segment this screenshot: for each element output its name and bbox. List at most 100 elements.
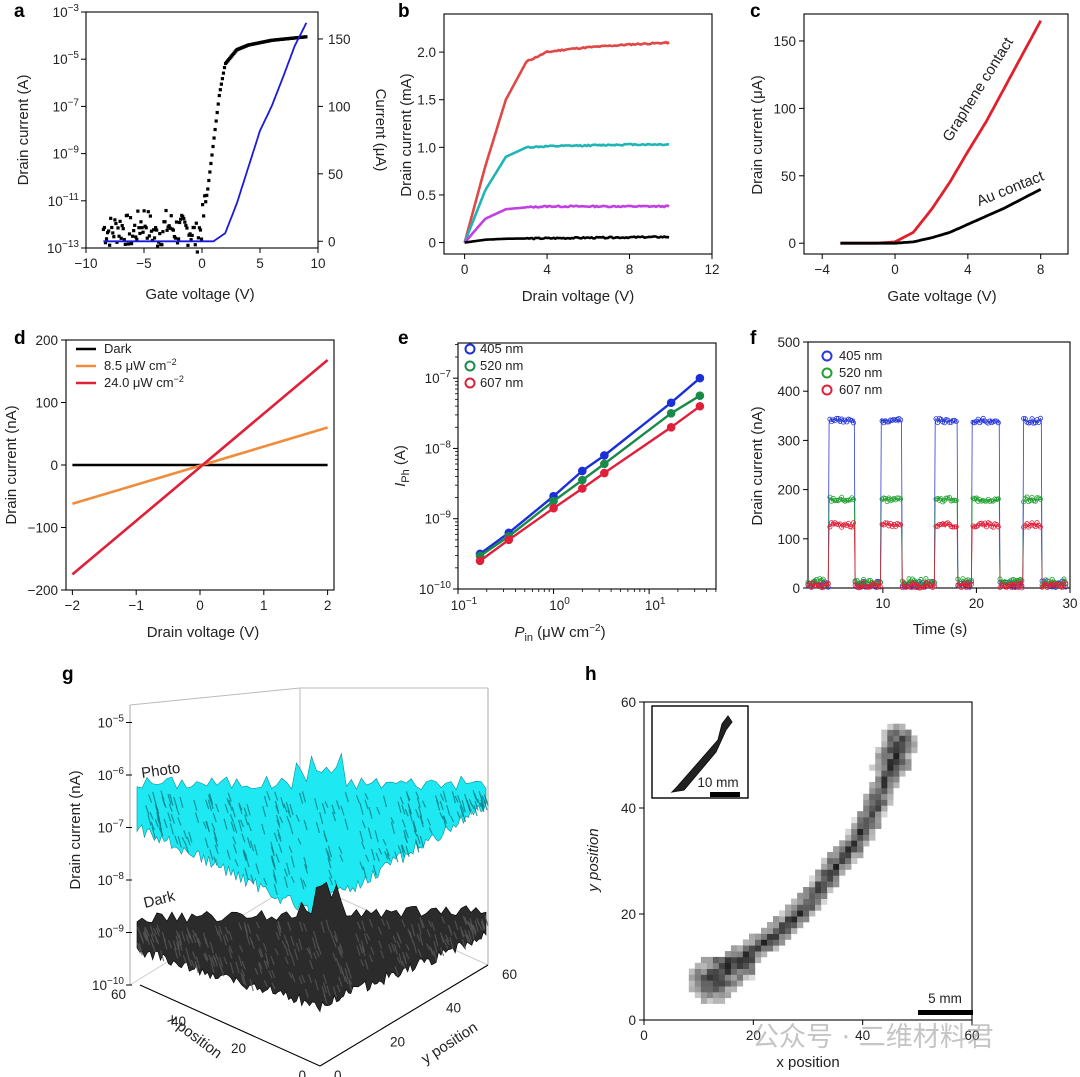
heatmap-cell <box>730 980 738 987</box>
surface-shade <box>173 796 178 808</box>
surface-shade <box>405 845 410 857</box>
inset-bone <box>670 715 733 793</box>
surface-shade <box>272 874 278 884</box>
surface-shade <box>419 933 424 946</box>
surface-shade <box>231 806 236 818</box>
surface-shade <box>306 947 311 955</box>
surface-shade <box>480 794 485 807</box>
y-tick-label: 0 <box>334 1068 342 1077</box>
surface-shade <box>297 837 302 845</box>
data-point <box>129 242 134 246</box>
surface-shade <box>241 961 246 970</box>
data-point <box>115 240 119 244</box>
surface-shade <box>238 802 243 811</box>
heatmap-cell <box>887 729 894 736</box>
surface-shade <box>426 818 432 826</box>
surface-shade <box>453 931 458 940</box>
surface-shade <box>238 955 243 967</box>
heatmap-cell <box>851 817 858 824</box>
surface-shade <box>155 927 160 937</box>
data-point <box>167 224 171 228</box>
data-point <box>148 214 152 218</box>
axes-frame <box>85 11 319 249</box>
data-point <box>549 496 558 506</box>
surface-shade <box>242 851 248 860</box>
surface-shade <box>480 799 485 809</box>
heatmap-cell <box>887 723 894 730</box>
surface-shade <box>337 946 342 956</box>
data-point <box>205 193 209 197</box>
x-axis-label: Pin (μW cm−2) <box>514 623 605 644</box>
surface-shade <box>153 927 158 935</box>
surface-shade <box>213 856 218 866</box>
x-tick-label: 0 <box>298 1068 306 1077</box>
surface-shade <box>174 947 179 959</box>
x-axis-label: Gate voltage (V) <box>145 286 254 303</box>
surface-shade <box>303 857 308 869</box>
surface-shade <box>462 915 467 925</box>
y-tick-label: 200 <box>777 483 800 498</box>
surface-shade <box>338 846 343 854</box>
heatmap-cell <box>869 764 876 771</box>
data-point <box>918 577 924 583</box>
surface-shade <box>425 943 431 951</box>
heatmap-cell <box>827 887 834 894</box>
data-point <box>213 127 217 132</box>
surface-shade <box>238 804 243 815</box>
legend-label: 607 nm <box>839 382 882 397</box>
surface-shade <box>396 941 401 949</box>
surface-shade <box>426 928 431 938</box>
surface-shade <box>210 962 215 974</box>
legend-marker <box>821 350 833 362</box>
data-point <box>184 223 188 228</box>
surface-shade <box>204 952 209 961</box>
surface-shade <box>326 850 331 862</box>
heatmap-cell <box>899 741 906 748</box>
surface-shade <box>481 796 487 805</box>
surface-shade <box>191 929 196 937</box>
heatmap-cell <box>869 822 876 829</box>
data-point <box>1037 496 1043 502</box>
heatmap-cell <box>893 782 900 789</box>
surface-shade <box>364 793 369 800</box>
heatmap-cell <box>905 741 912 748</box>
heatmap-cell <box>821 857 828 864</box>
data-point <box>183 220 187 224</box>
heatmap-cell <box>887 758 894 765</box>
surface-shade <box>399 796 404 805</box>
heatmap-cell <box>694 980 701 987</box>
series-dots <box>805 415 1069 590</box>
data-point <box>164 208 168 213</box>
surface-shade <box>412 821 417 833</box>
heatmap-cell <box>694 991 701 999</box>
data-point <box>185 226 189 230</box>
data-point <box>995 420 1001 426</box>
heatmap-cell <box>863 822 870 829</box>
data-point <box>217 93 221 98</box>
heatmap-cell <box>773 922 780 929</box>
heatmap-cell <box>803 916 810 923</box>
surface-shade <box>214 925 220 936</box>
surface-shade <box>356 921 362 930</box>
surface-shade <box>360 959 365 967</box>
axes-frame <box>803 13 1069 255</box>
heatmap-cell <box>809 904 816 911</box>
heatmap-cell <box>694 968 701 975</box>
panel-e: 10−1 100 101 10−10 10−9 10−8 10−7 Pin (μW cm−2)… <box>392 341 717 644</box>
heatmap-cell <box>700 980 708 987</box>
surface-shade <box>244 814 249 826</box>
surface-shade <box>278 843 283 854</box>
heatmap-cell <box>718 991 726 999</box>
surface-shade <box>154 819 159 828</box>
heatmap-cell <box>724 968 732 975</box>
axes-frame <box>443 13 713 255</box>
heatmap-cell <box>881 770 888 777</box>
data-point <box>117 234 121 238</box>
data-point <box>995 496 1001 502</box>
surface-shade <box>159 825 164 837</box>
surface-shade <box>214 836 219 847</box>
data-point <box>140 226 144 230</box>
heatmap-cell <box>797 898 804 905</box>
surface-shade <box>255 921 260 929</box>
